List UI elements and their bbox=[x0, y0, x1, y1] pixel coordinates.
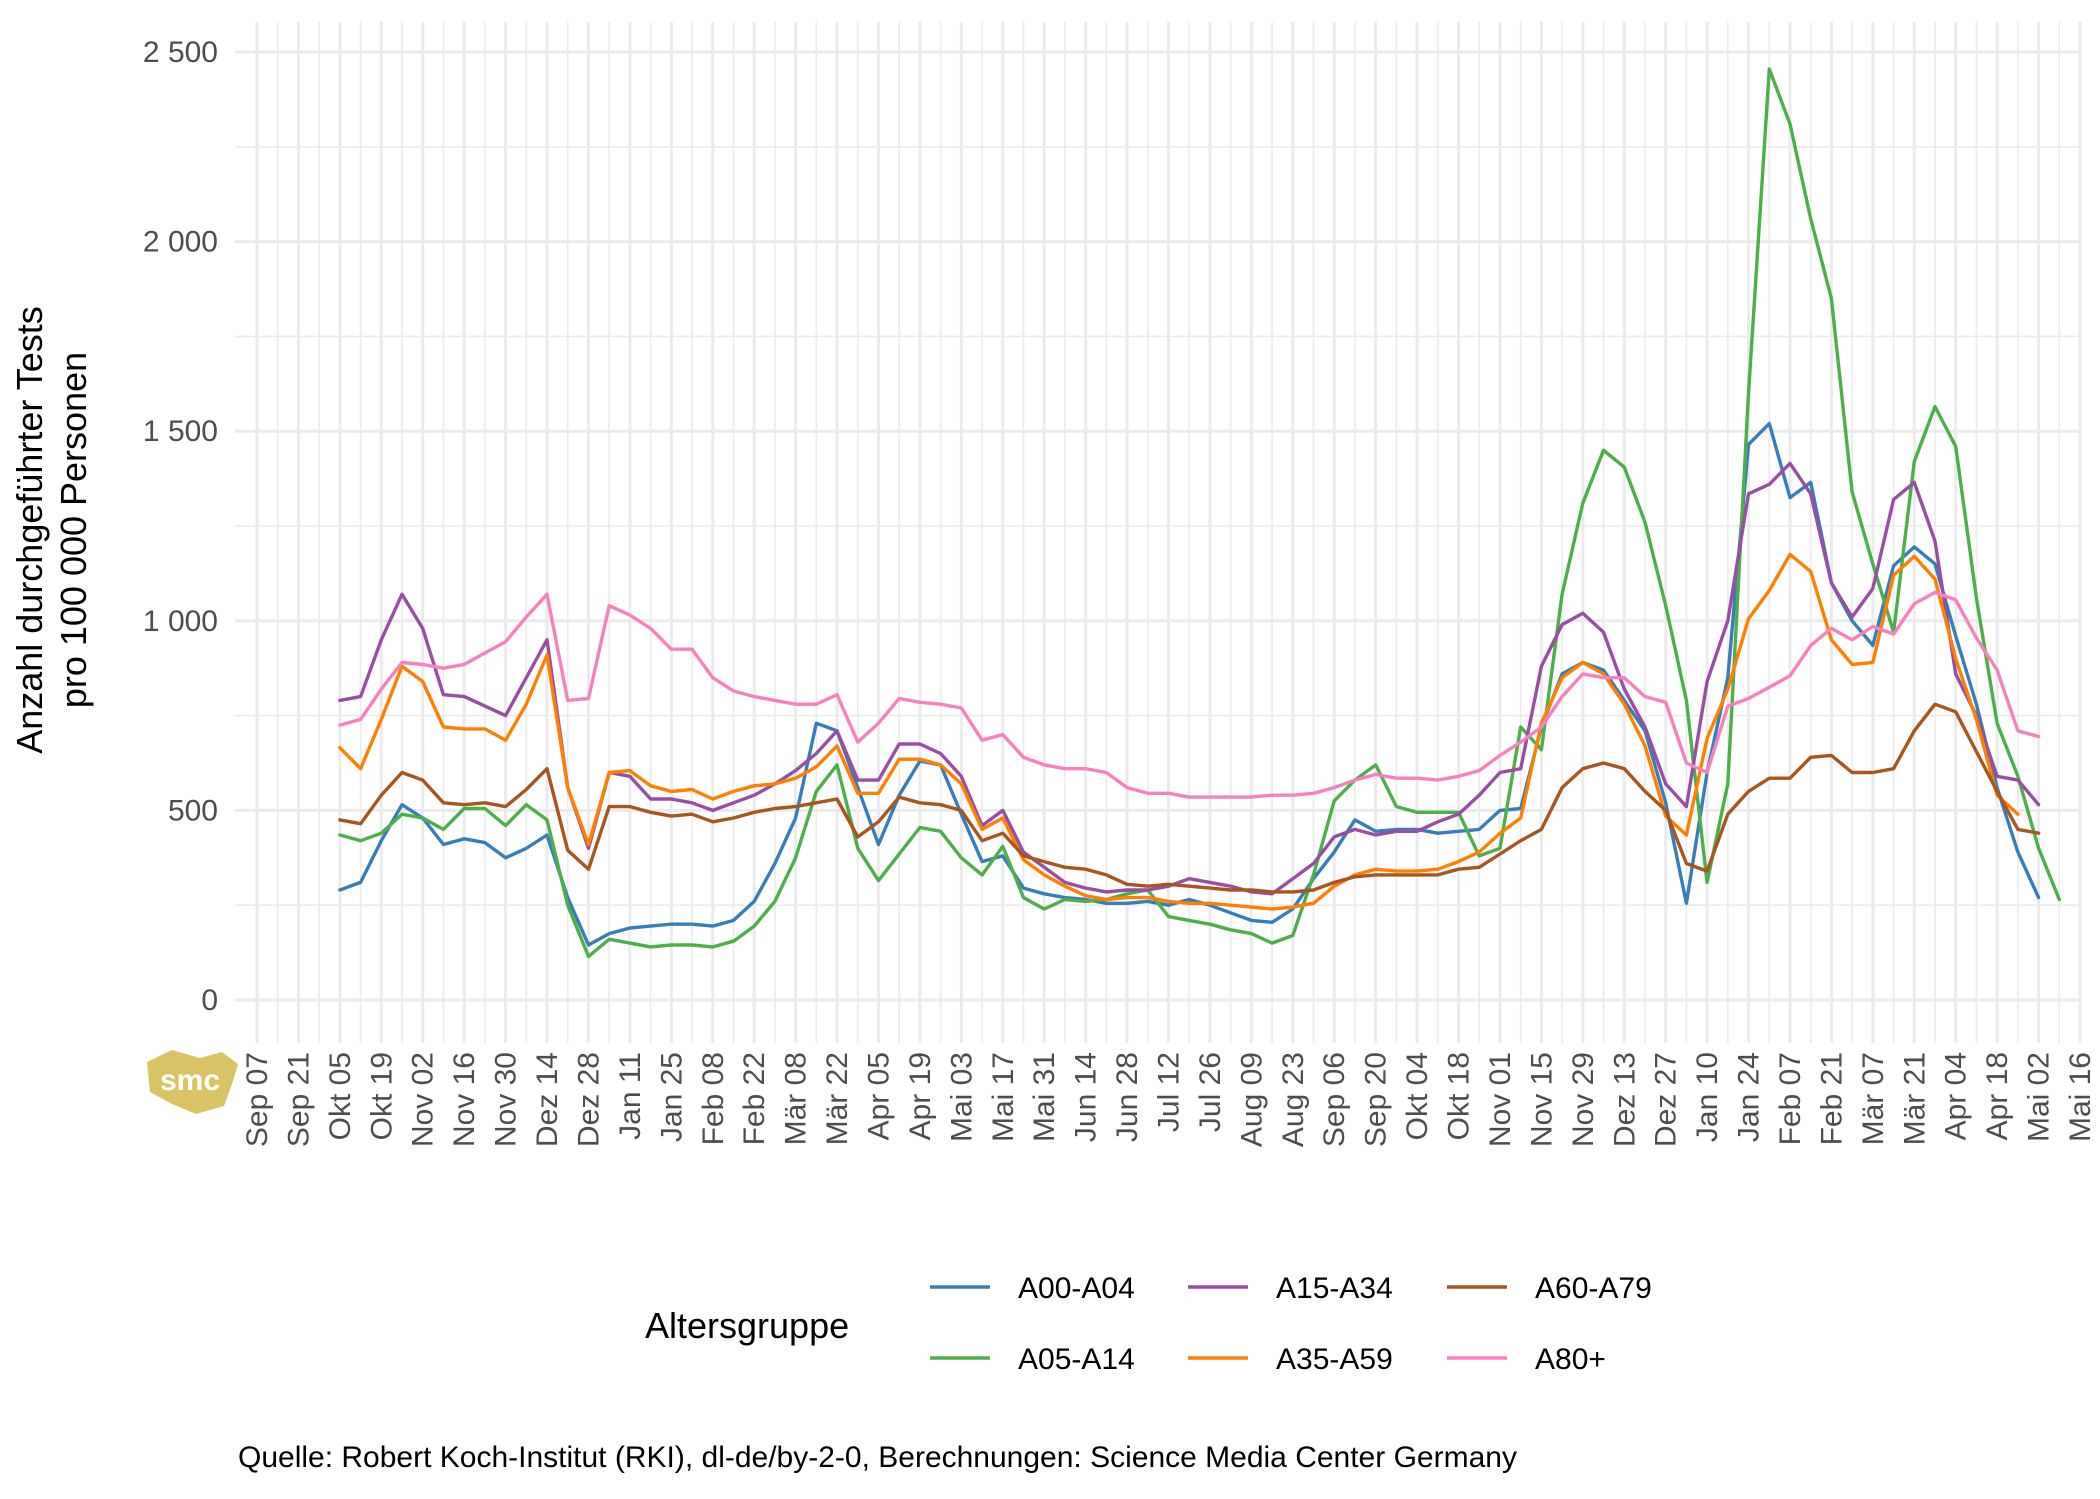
y-axis-label-line-2: pro 100 000 Personen bbox=[53, 352, 94, 708]
x-tick-label: Jul 26 bbox=[1194, 1052, 1227, 1132]
x-tick-label: Apr 04 bbox=[1940, 1052, 1973, 1140]
x-tick-label: Nov 02 bbox=[407, 1052, 440, 1147]
x-tick-label: Jun 28 bbox=[1111, 1052, 1144, 1142]
y-tick-label: 1 000 bbox=[143, 605, 218, 638]
legend-label-a15-a34: A15-A34 bbox=[1276, 1272, 1393, 1305]
x-tick-label: Sep 07 bbox=[241, 1052, 274, 1147]
legend-label-a80+: A80+ bbox=[1535, 1343, 1606, 1376]
series-line-a80+ bbox=[338, 590, 2041, 799]
x-tick-label: Feb 22 bbox=[738, 1052, 771, 1145]
x-tick-label: Jul 12 bbox=[1153, 1052, 1186, 1132]
x-tick-label: Apr 19 bbox=[904, 1052, 937, 1140]
x-tick-label: Mai 16 bbox=[2064, 1052, 2097, 1142]
x-tick-label: Jan 11 bbox=[614, 1052, 647, 1140]
smc-logo-text: smc bbox=[160, 1064, 220, 1097]
x-tick-label: Feb 21 bbox=[1815, 1052, 1848, 1145]
legend-title: Altersgruppe bbox=[645, 1305, 849, 1346]
x-tick-label: Nov 30 bbox=[490, 1052, 523, 1147]
x-tick-label: Nov 01 bbox=[1484, 1052, 1517, 1147]
caption: Quelle: Robert Koch-Institut (RKI), dl-d… bbox=[238, 1441, 1517, 1474]
series-lines bbox=[338, 67, 2062, 959]
x-tick-label: Mai 03 bbox=[945, 1052, 978, 1142]
x-tick-label: Sep 21 bbox=[282, 1052, 315, 1147]
x-tick-label: Sep 06 bbox=[1318, 1052, 1351, 1147]
y-tick-label: 2 500 bbox=[143, 36, 218, 69]
x-tick-label: Okt 04 bbox=[1401, 1052, 1434, 1140]
x-tick-label: Jun 14 bbox=[1070, 1052, 1103, 1142]
legend: Altersgruppe A00-A04 A05-A14 A15-A34 A35-A5… bbox=[645, 1272, 1652, 1376]
y-tick-label: 1 500 bbox=[143, 415, 218, 448]
x-tick-label: Mai 02 bbox=[2023, 1052, 2056, 1142]
series-line-a05-a14 bbox=[338, 67, 2062, 959]
x-tick-label: Okt 19 bbox=[365, 1052, 398, 1140]
y-axis-ticks: 0 500 1 000 1 500 2 000 2 500 bbox=[143, 36, 218, 1017]
x-tick-label: Jan 24 bbox=[1733, 1052, 1766, 1142]
x-tick-label: Mai 31 bbox=[1028, 1052, 1061, 1142]
x-tick-label: Nov 29 bbox=[1567, 1052, 1600, 1147]
y-axis-label-line-1: Anzahl durchgeführter Tests bbox=[9, 306, 50, 754]
x-tick-label: Jan 10 bbox=[1691, 1052, 1724, 1142]
x-tick-label: Feb 07 bbox=[1774, 1052, 1807, 1145]
legend-label-a05-a14: A05-A14 bbox=[1018, 1343, 1135, 1376]
x-tick-label: Dez 13 bbox=[1608, 1052, 1641, 1147]
smc-logo: smc bbox=[147, 1050, 238, 1114]
x-tick-label: Jan 25 bbox=[655, 1052, 688, 1142]
x-tick-label: Aug 23 bbox=[1277, 1052, 1310, 1147]
x-tick-label: Nov 16 bbox=[448, 1052, 481, 1147]
series-line-a35-a59 bbox=[338, 552, 2020, 911]
x-tick-label: Apr 18 bbox=[1981, 1052, 2014, 1140]
smc-logo-shape bbox=[147, 1050, 238, 1114]
y-axis-label: Anzahl durchgeführter Tests pro 100 000 … bbox=[9, 306, 94, 754]
x-tick-label: Okt 18 bbox=[1443, 1052, 1476, 1140]
legend-label-a60-a79: A60-A79 bbox=[1535, 1272, 1652, 1305]
y-tick-label: 500 bbox=[168, 794, 218, 827]
x-tick-label: Apr 05 bbox=[862, 1052, 895, 1140]
x-tick-label: Mai 17 bbox=[987, 1052, 1020, 1142]
legend-label-a00-a04: A00-A04 bbox=[1018, 1272, 1135, 1305]
x-tick-label: Mär 22 bbox=[821, 1052, 854, 1145]
series-line-a15-a34 bbox=[338, 461, 2041, 896]
x-tick-label: Dez 14 bbox=[531, 1052, 564, 1147]
x-axis-ticks: Sep 07 Sep 21 Okt 05 Okt 19 Nov 02 Nov 16 Nov … bbox=[241, 1052, 2097, 1147]
x-tick-label: Dez 27 bbox=[1650, 1052, 1683, 1147]
x-tick-label: Mär 21 bbox=[1898, 1052, 1931, 1145]
x-tick-label: Mär 08 bbox=[780, 1052, 813, 1145]
y-tick-label: 0 bbox=[201, 984, 218, 1017]
legend-label-a35-a59: A35-A59 bbox=[1276, 1343, 1393, 1376]
x-tick-label: Sep 20 bbox=[1360, 1052, 1393, 1147]
x-tick-label: Mär 07 bbox=[1857, 1052, 1890, 1145]
legend-items: A00-A04 A05-A14 A15-A34 A35-A59 A60-A79 A80+ bbox=[930, 1272, 1652, 1376]
x-tick-label: Aug 09 bbox=[1235, 1052, 1268, 1147]
series-line-a60-a79 bbox=[338, 702, 2041, 894]
x-tick-label: Dez 28 bbox=[572, 1052, 605, 1147]
x-tick-label: Feb 08 bbox=[697, 1052, 730, 1145]
series-line-a00-a04 bbox=[338, 421, 2041, 947]
x-tick-label: Nov 15 bbox=[1525, 1052, 1558, 1147]
x-tick-label: Okt 05 bbox=[324, 1052, 357, 1140]
y-tick-label: 2 000 bbox=[143, 226, 218, 259]
